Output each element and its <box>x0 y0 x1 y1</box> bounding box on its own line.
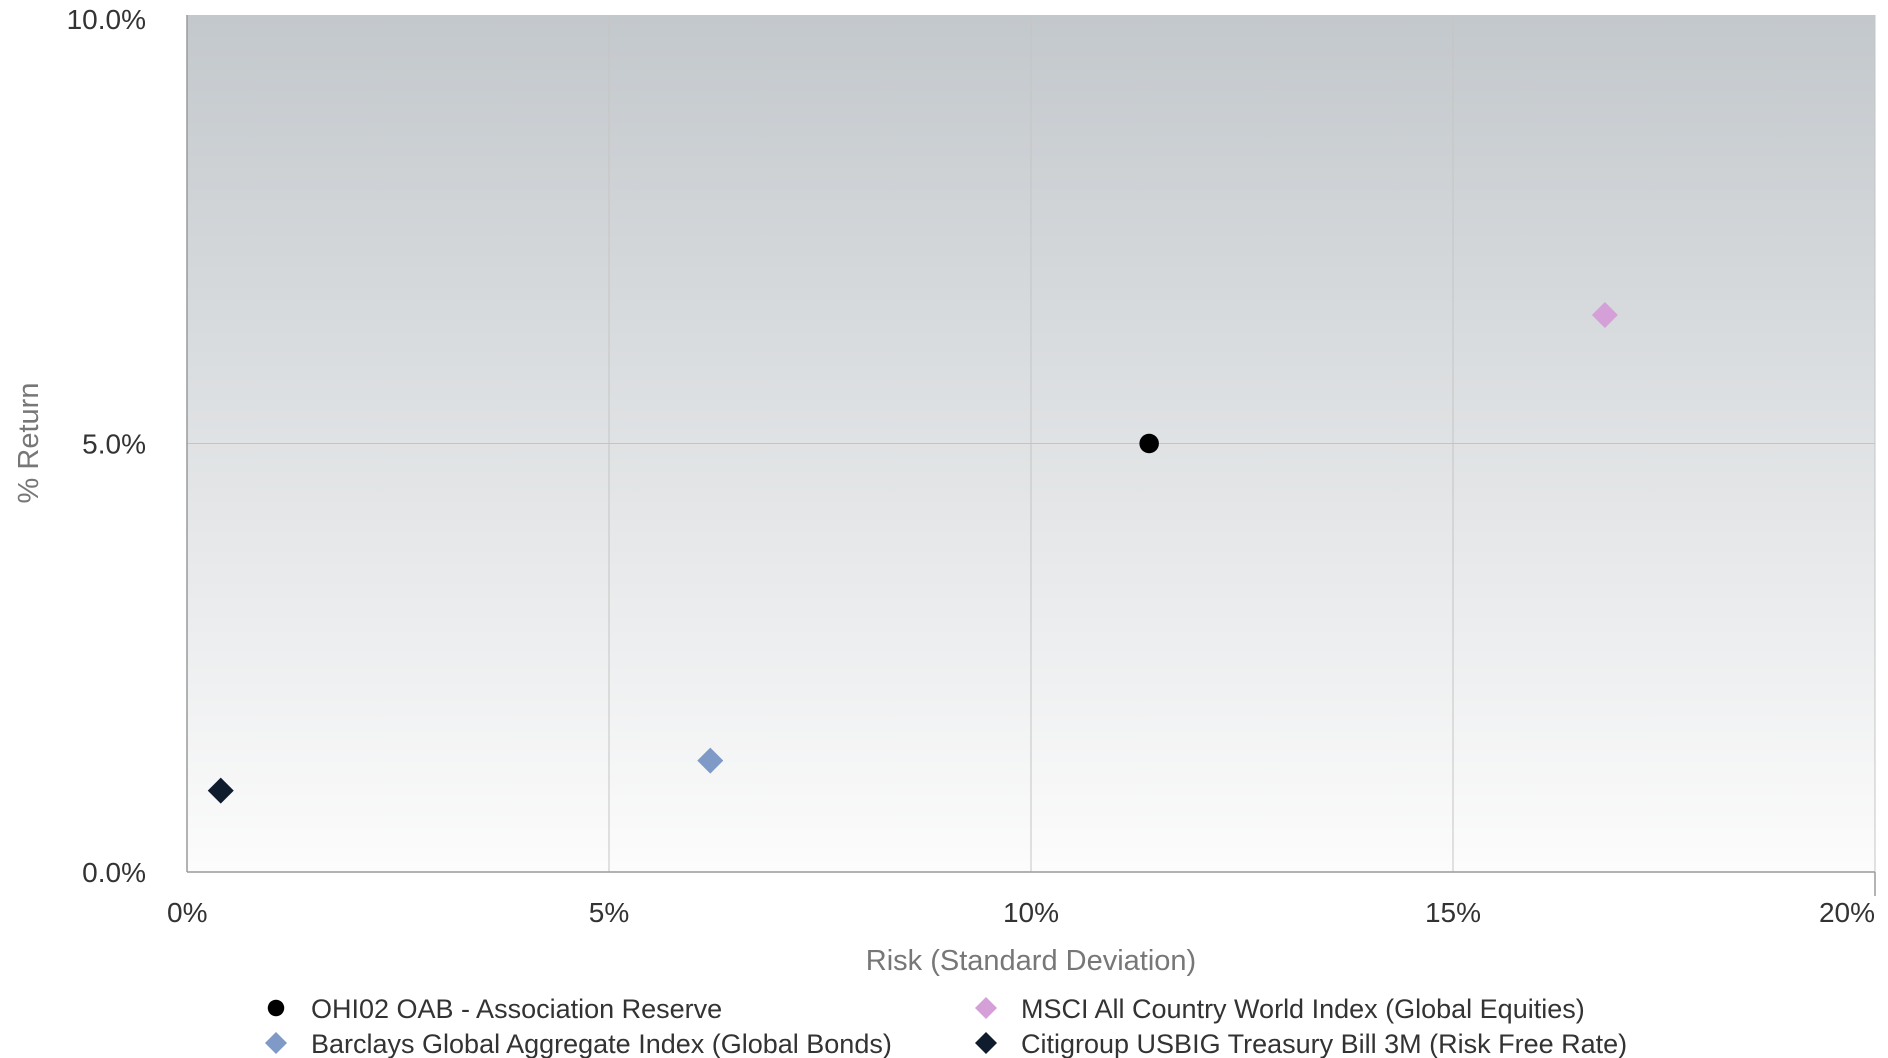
y-axis-ticks: 0.0% 5.0% 10.0% <box>67 4 146 888</box>
data-point-2 <box>1591 301 1618 328</box>
legend-label-3: Barclays Global Aggregate Index (Global … <box>311 1029 892 1058</box>
legend-label-1: OHI02 OAB - Association Reserve <box>311 994 722 1024</box>
x-tick-label: 10% <box>1003 897 1059 928</box>
data-point-1 <box>1139 433 1159 454</box>
data-point-3 <box>697 747 724 774</box>
y-tick-label: 5.0% <box>82 429 146 460</box>
y-tick-label: 0.0% <box>82 857 146 888</box>
axes <box>186 15 1876 896</box>
x-tick-label: 0% <box>167 897 207 928</box>
legend-marker-2 <box>975 997 997 1019</box>
x-tick-label: 5% <box>589 897 629 928</box>
data-point-4 <box>207 777 234 804</box>
legend-label-4: Citigroup USBIG Treasury Bill 3M (Risk F… <box>1021 1029 1627 1058</box>
gridlines <box>187 15 1876 872</box>
legend-label-2: MSCI All Country World Index (Global Equ… <box>1021 994 1585 1024</box>
y-tick-label: 10.0% <box>67 4 146 35</box>
x-axis-ticks: 0% 5% 10% 15% 20% <box>167 897 1875 928</box>
legend-marker-3 <box>265 1032 287 1054</box>
x-axis-title: Risk (Standard Deviation) <box>866 945 1196 977</box>
legend: OHI02 OAB - Association Reserve MSCI All … <box>265 994 1627 1058</box>
x-tick-label: 15% <box>1425 897 1481 928</box>
x-tick-label: 20% <box>1819 897 1875 928</box>
legend-marker-1 <box>267 999 285 1017</box>
y-axis-title: % Return <box>13 383 45 504</box>
data-points <box>207 301 1618 804</box>
legend-marker-4 <box>975 1032 997 1054</box>
